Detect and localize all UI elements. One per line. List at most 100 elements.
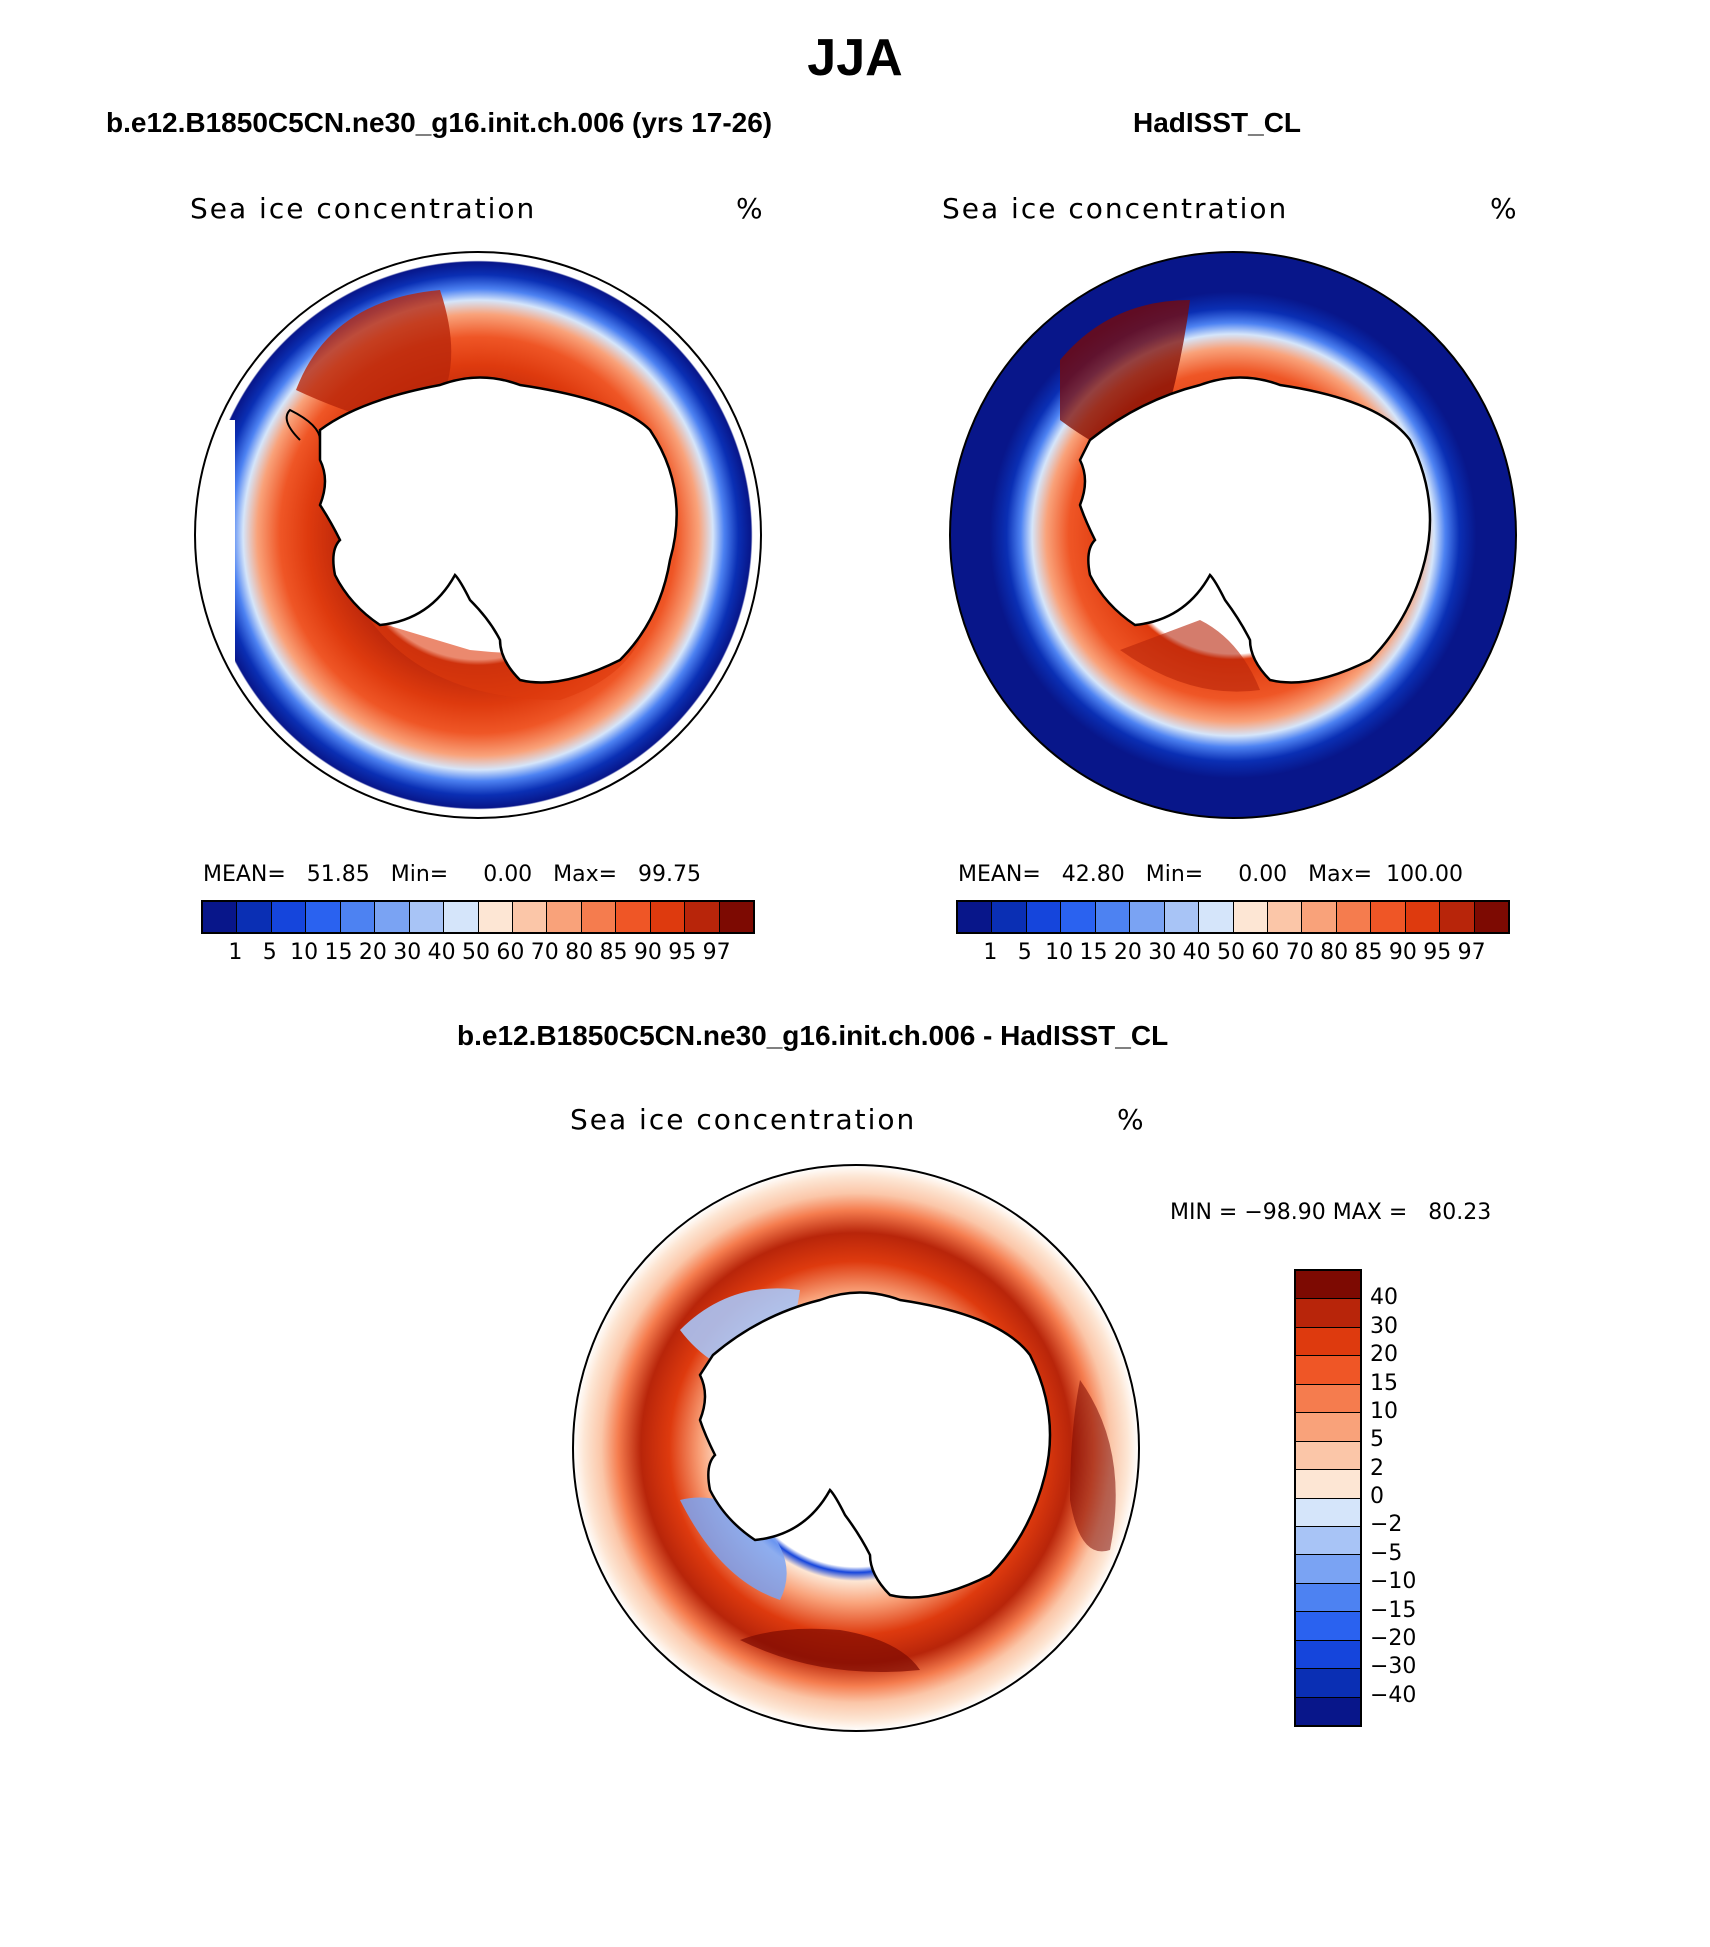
difference-colorbar-swatch: [1296, 1526, 1360, 1556]
panel-1-colorbar-swatch: [340, 902, 376, 932]
difference-colorbar-swatch: [1296, 1327, 1360, 1357]
panel-1-colorbar-swatch: [375, 902, 410, 932]
difference-colorbar-swatch: [1296, 1498, 1360, 1527]
panel-2-colorbar-swatch: [1061, 902, 1096, 932]
panel-1-colorbar-tick-label: 1: [228, 940, 243, 965]
difference-colorbar-tick-label: −30: [1370, 1654, 1417, 1680]
difference-colorbar-tick-label: −20: [1370, 1625, 1417, 1651]
difference-title: b.e12.B1850C5CN.ne30_g16.init.ch.006 - H…: [457, 1020, 1169, 1051]
panel-2-colorbar-swatch: [958, 902, 993, 932]
panel-1-colorbar-tick-label: 15: [324, 940, 353, 965]
antarctica-coastline-2: [1078, 376, 1432, 684]
panel-2-colorbar-swatch: [1095, 902, 1131, 932]
difference-colorbar-labels: 40 30 20 15 10 5 2 0 −2 −5 −10 −15 −20 −30 −40: [1370, 1269, 1450, 1727]
panel-2-colorbar-tick-label: 95: [1423, 940, 1452, 965]
panel-2-colorbar-tick-label: 97: [1457, 940, 1486, 965]
panel-1-colorbar-tick-label: 80: [565, 940, 594, 965]
difference-map-border: [572, 1164, 1140, 1732]
model-map-border: [194, 251, 762, 819]
panel-2-colorbar-swatch: [1130, 902, 1165, 932]
panel-2-colorbar-tick-label: 1: [983, 940, 998, 965]
panel-2-colorbar-swatch: [1440, 902, 1475, 932]
difference-colorbar-tick-label: −15: [1370, 1597, 1417, 1623]
difference-colorbar: [1294, 1269, 1362, 1727]
panel-2-units: %: [1490, 192, 1519, 225]
panel-1-colorbar-labels: 1 5 10 15 20 30 40 50 60 70 80 85 90 95 97: [201, 940, 751, 970]
panel-2-colorbar-tick-label: 60: [1251, 940, 1280, 965]
difference-colorbar-tick-label: 15: [1370, 1370, 1398, 1396]
difference-colorbar-tick-label: 20: [1370, 1342, 1398, 1368]
panel-2-colorbar-tick-label: 40: [1182, 940, 1211, 965]
panel-2-title: HadISST_CL: [1133, 107, 1302, 138]
panel-2-colorbar-swatch: [1164, 902, 1200, 932]
panel-1-colorbar-tick-label: 97: [702, 940, 731, 965]
panel-1-colorbar-swatch: [650, 902, 686, 932]
difference-colorbar-tick-label: 30: [1370, 1313, 1398, 1339]
panel-2-colorbar-tick-label: 30: [1148, 940, 1177, 965]
panel-1-colorbar: [201, 900, 755, 934]
difference-colorbar-tick-label: −5: [1370, 1540, 1403, 1566]
panel-1-colorbar-swatch: [547, 902, 582, 932]
panel-1-colorbar-tick-label: 5: [262, 940, 277, 965]
panel-2-colorbar-tick-label: 80: [1320, 940, 1349, 965]
difference-colorbar-swatch: [1296, 1697, 1360, 1725]
difference-colorbar-tick-label: 0: [1370, 1484, 1384, 1509]
observed-map-border: [949, 251, 1517, 819]
difference-colorbar-swatch: [1296, 1555, 1360, 1584]
difference-stats: MIN = −98.90 MAX = 80.23: [1170, 1200, 1492, 1225]
panel-2-colorbar-tick-label: 10: [1045, 940, 1074, 965]
difference-colorbar-swatch: [1296, 1413, 1360, 1442]
panel-1-colorbar-swatch: [409, 902, 445, 932]
difference-colorbar-tick-label: 40: [1370, 1285, 1398, 1311]
antarctica-coastline-1: [318, 376, 678, 684]
panel-1-colorbar-swatch: [512, 902, 548, 932]
panel-1-colorbar-tick-label: 10: [290, 940, 319, 965]
panel-2-colorbar-swatch: [1199, 902, 1234, 932]
panel-2-stats: MEAN= 42.80 Min= 0.00 Max= 100.00: [958, 862, 1464, 887]
panel-1-colorbar-swatch: [685, 902, 720, 932]
panel-1-colorbar-swatch: [271, 902, 307, 932]
panel-1-colorbar-tick-label: 40: [427, 940, 456, 965]
figure-title: JJA: [807, 29, 903, 87]
difference-colorbar-swatch: [1296, 1384, 1360, 1414]
panel-1-colorbar-tick-label: 70: [530, 940, 559, 965]
panel-2-colorbar-tick-label: 5: [1017, 940, 1032, 965]
panel-2-colorbar-swatch: [1371, 902, 1406, 932]
difference-colorbar-tick-label: 2: [1370, 1455, 1384, 1481]
panel-2-colorbar-tick-label: 15: [1079, 940, 1108, 965]
panel-2-colorbar: [956, 900, 1510, 934]
panel-1-colorbar-swatch: [478, 902, 513, 932]
panel-2-colorbar-swatch: [1026, 902, 1062, 932]
panel-1-title: b.e12.B1850C5CN.ne30_g16.init.ch.006 (yr…: [106, 107, 773, 138]
difference-colorbar-tick-label: −10: [1370, 1569, 1417, 1595]
difference-colorbar-swatch: [1296, 1470, 1360, 1499]
panel-2-colorbar-swatch: [1336, 902, 1372, 932]
panel-1-colorbar-tick-label: 30: [393, 940, 422, 965]
panel-2-colorbar-labels: 1 5 10 15 20 30 40 50 60 70 80 85 90 95 97: [956, 940, 1506, 970]
difference-colorbar-swatch: [1296, 1669, 1360, 1698]
difference-colorbar-swatch: [1296, 1640, 1360, 1670]
panel-2-colorbar-swatch: [1474, 902, 1508, 932]
panel-1-colorbar-swatch: [444, 902, 479, 932]
panel-2-colorbar-tick-label: 50: [1217, 940, 1245, 965]
difference-colorbar-swatch: [1296, 1299, 1360, 1328]
panel-2-colorbar-tick-label: 85: [1354, 940, 1383, 965]
difference-colorbar-swatch: [1296, 1356, 1360, 1385]
panel-2-colorbar-tick-label: 20: [1113, 940, 1142, 965]
difference-colorbar-tick-label: −40: [1370, 1682, 1417, 1708]
panel-1-variable: Sea ice concentration: [190, 192, 537, 225]
panel-1-colorbar-swatch: [203, 902, 238, 932]
panel-1-colorbar-swatch: [306, 902, 341, 932]
panel-1-stats: MEAN= 51.85 Min= 0.00 Max= 99.75: [203, 862, 702, 887]
difference-colorbar-swatch: [1296, 1271, 1360, 1300]
difference-colorbar-tick-label: −2: [1370, 1512, 1403, 1538]
difference-colorbar-swatch: [1296, 1441, 1360, 1471]
panel-2-colorbar-swatch: [1302, 902, 1337, 932]
panel-1-colorbar-tick-label: 60: [496, 940, 525, 965]
panel-1-colorbar-tick-label: 90: [633, 940, 662, 965]
panel-1-units: %: [736, 192, 765, 225]
panel-1-colorbar-swatch: [719, 902, 753, 932]
panel-2-variable: Sea ice concentration: [942, 192, 1289, 225]
panel-2-colorbar-swatch: [1267, 902, 1303, 932]
